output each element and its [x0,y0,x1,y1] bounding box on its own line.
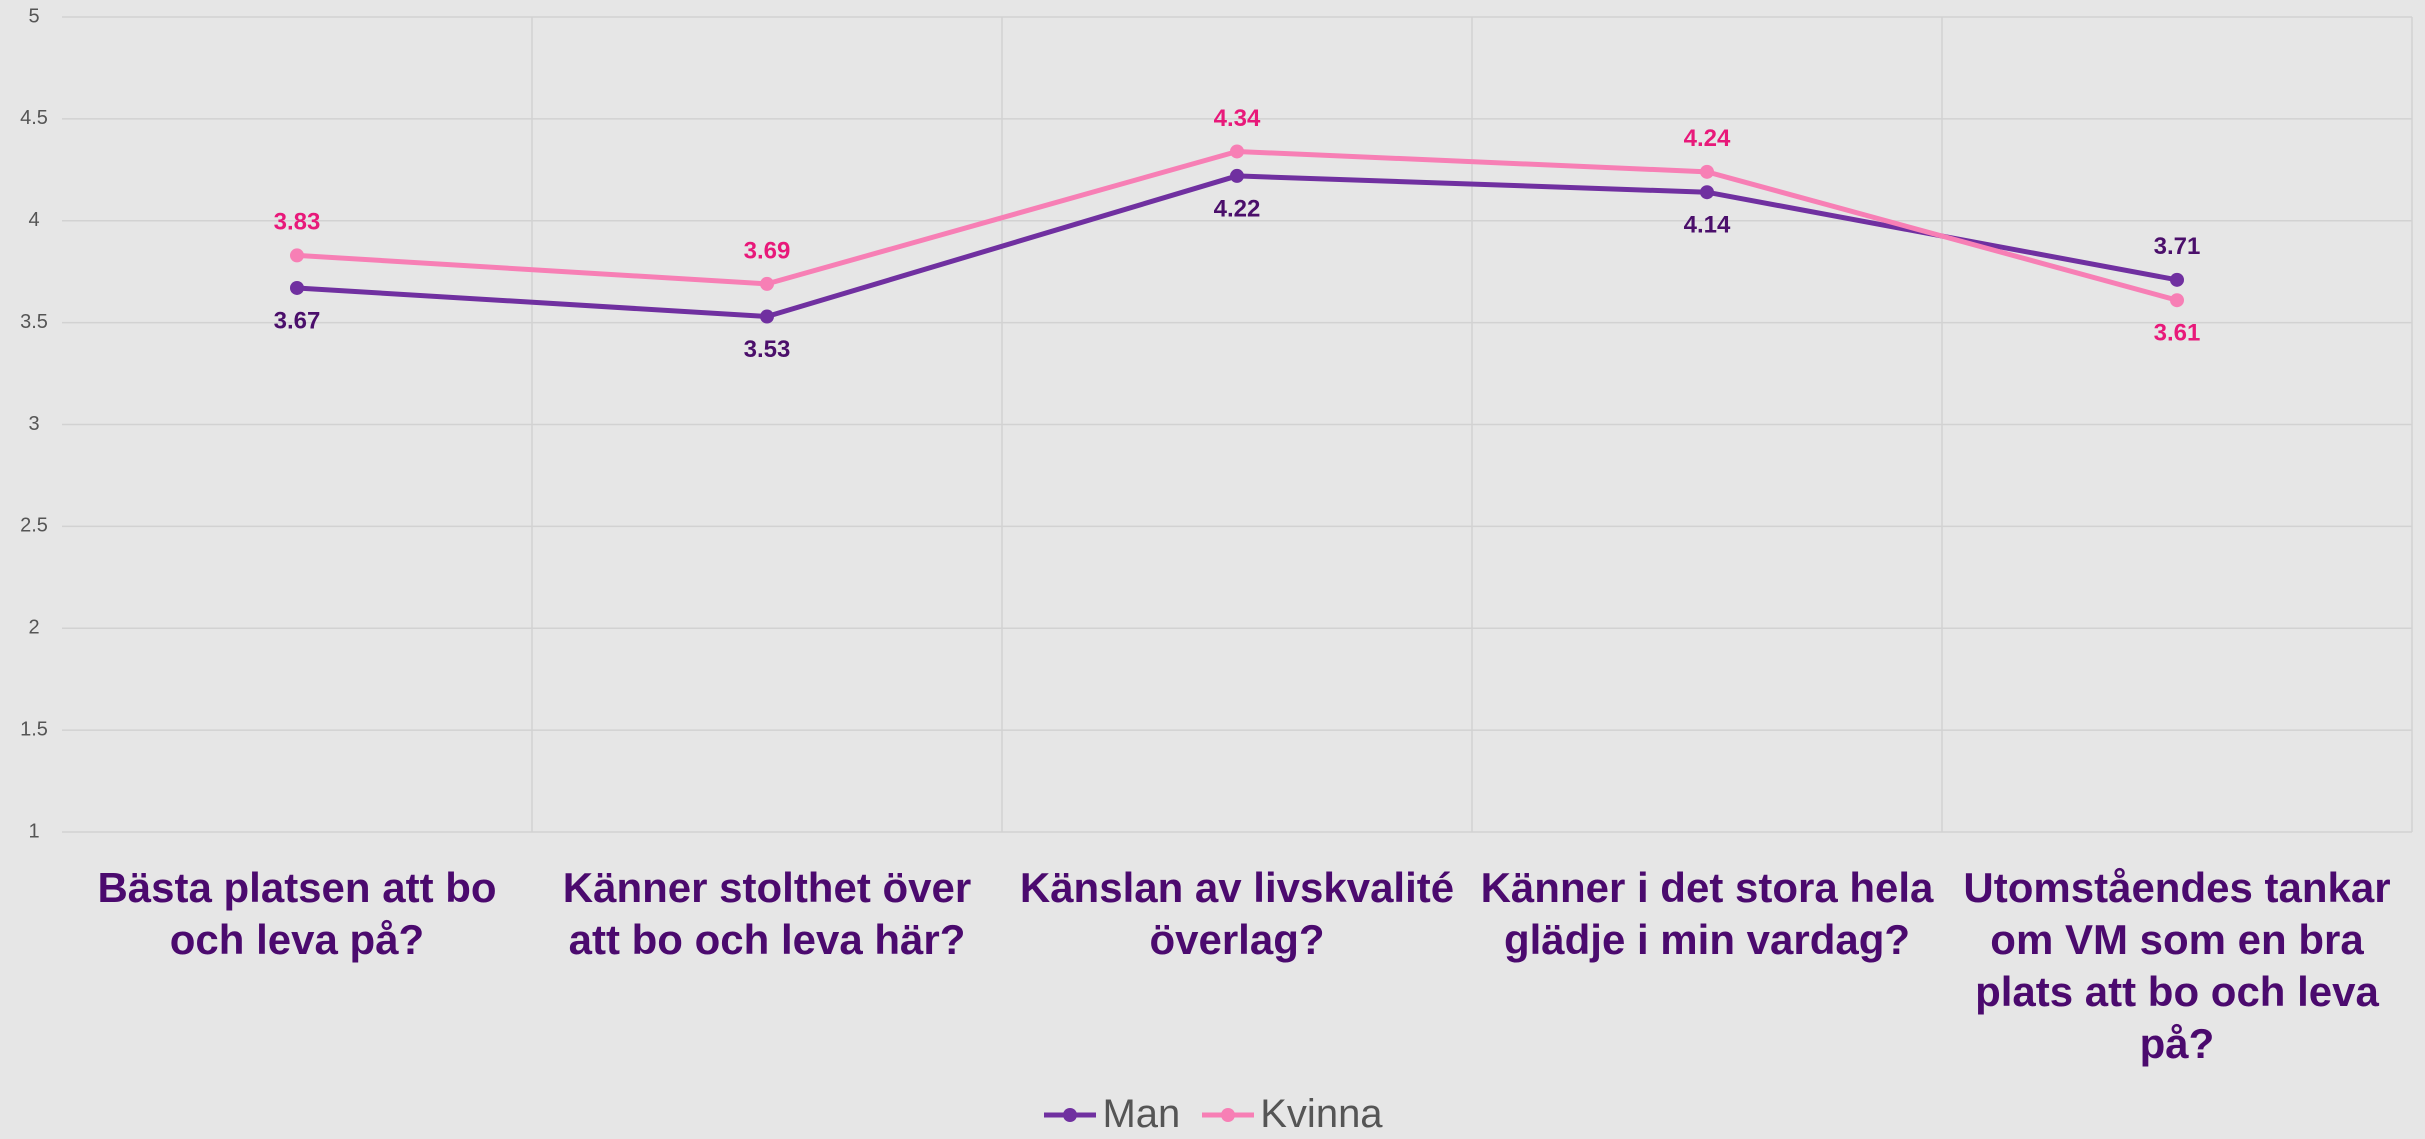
data-point [2170,273,2184,287]
data-point [1700,165,1714,179]
data-point [760,310,774,324]
data-point [290,281,304,295]
legend-item: Man [1042,1092,1180,1137]
y-tick-label: 1.5 [20,718,48,740]
chart: 1 1.5 2 2.5 3 3.5 4 4.5 5 3.67 3.53 4.22 4.14 3.71 3.8… [0,0,2425,1139]
data-label: 3.67 [274,307,321,334]
y-tick-label: 2.5 [20,515,48,537]
legend-marker [1221,1108,1235,1122]
legend-label: Kvinna [1260,1092,1382,1137]
legend-item: Kvinna [1200,1092,1382,1137]
legend-swatch [1200,1105,1256,1125]
data-point [1230,144,1244,158]
legend-marker [1063,1108,1077,1122]
data-point [1230,169,1244,183]
data-label: 4.14 [1684,212,1731,239]
data-label: 4.22 [1214,195,1261,222]
data-point [290,248,304,262]
data-label: 3.69 [744,237,791,264]
y-tick-label: 3.5 [20,311,48,333]
x-tick-label: Känner stolthet över att bo och leva här… [536,862,998,966]
data-label: 4.34 [1214,105,1261,132]
data-label: 3.61 [2154,320,2201,347]
data-label: 4.24 [1684,125,1731,152]
data-label: 3.71 [2154,233,2201,260]
y-tick-label: 2 [28,617,39,639]
legend-label: Man [1102,1092,1180,1137]
data-label: 3.53 [744,336,791,363]
y-tick-label: 3 [28,413,39,435]
x-tick-label: Känslan av livskvalité överlag? [1006,862,1468,966]
x-tick-label: Bästa platsen att bo och leva på? [66,862,528,966]
x-tick-label: Känner i det stora hela glädje i min var… [1476,862,1938,966]
data-point [760,277,774,291]
legend-swatch [1042,1105,1098,1125]
data-point [1700,185,1714,199]
data-label: 3.83 [274,209,321,236]
x-tick-label: Utomståendes tankar om VM som en bra pla… [1946,862,2408,1070]
y-tick-label: 4.5 [20,107,48,129]
data-point [2170,293,2184,307]
legend: Man Kvinna [0,1092,2425,1137]
y-tick-label: 5 [28,5,39,27]
y-tick-label: 1 [28,820,39,842]
y-tick-label: 4 [28,209,39,231]
